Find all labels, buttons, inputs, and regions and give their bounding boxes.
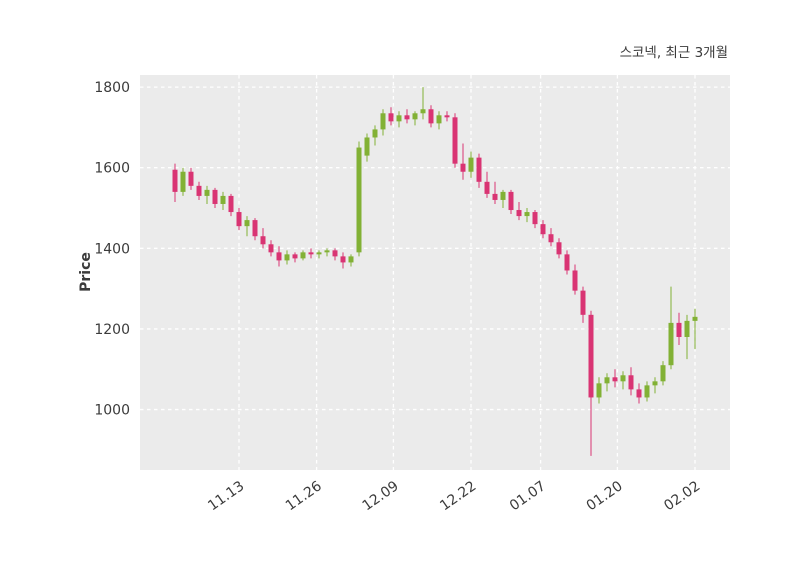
candle-body	[356, 147, 362, 253]
candle-body	[468, 157, 474, 172]
candle-body	[508, 191, 514, 211]
candle-body	[340, 256, 346, 263]
candle-body	[652, 381, 658, 386]
candle-body	[228, 195, 234, 213]
candle-body	[396, 115, 402, 122]
candle-body	[180, 171, 186, 192]
candle-body	[204, 189, 210, 196]
candle-body	[668, 322, 674, 366]
candle-body	[372, 129, 378, 138]
candle-body	[612, 377, 618, 382]
candle-body	[268, 244, 274, 253]
candle-body	[532, 212, 538, 225]
candle-body	[420, 109, 426, 114]
x-axis-ticks: 11.13 11.26 12.09 12.22 01.07 01.20 02.02	[205, 478, 703, 514]
candle-body	[348, 256, 354, 263]
candle-body	[196, 185, 202, 196]
candle-body	[388, 113, 394, 122]
candle-body	[540, 224, 546, 235]
candle-body	[604, 377, 610, 384]
candle-body	[244, 220, 250, 227]
candle-body	[380, 113, 386, 130]
candle-body	[404, 115, 410, 120]
candle-body	[220, 195, 226, 204]
y-tick-label: 1200	[94, 322, 130, 338]
x-tick-label: 11.13	[205, 478, 247, 514]
plot-area	[140, 75, 730, 470]
candle-body	[580, 290, 586, 315]
x-tick-label: 12.22	[437, 478, 479, 514]
x-tick-label: 01.20	[584, 478, 626, 514]
x-tick-label: 12.09	[360, 478, 402, 514]
candle-body	[564, 254, 570, 271]
candle-body	[644, 385, 650, 398]
candle-body	[252, 220, 258, 237]
candle-body	[492, 193, 498, 200]
y-axis-label: Price	[78, 252, 94, 292]
candle-body	[588, 314, 594, 398]
candle-body	[500, 191, 506, 200]
candle-body	[236, 212, 242, 227]
candle-body	[300, 252, 306, 259]
candle-body	[428, 109, 434, 124]
x-tick-label: 01.07	[507, 478, 549, 514]
candle-body	[292, 254, 298, 259]
candle-body	[444, 115, 450, 118]
candle-body	[188, 171, 194, 186]
y-axis-ticks: 1000 1200 1400 1600 1800	[94, 80, 130, 418]
candle-body	[316, 252, 322, 255]
candle-body	[548, 234, 554, 243]
candle-body	[276, 252, 282, 261]
candle-body	[628, 375, 634, 390]
candles-group	[172, 87, 698, 456]
candle-body	[596, 383, 602, 398]
chart-title: 스코넥, 최근 3개월	[620, 45, 728, 61]
candle-body	[332, 250, 338, 257]
candle-body	[452, 117, 458, 164]
gridlines	[140, 75, 730, 470]
candle-body	[212, 189, 218, 204]
candle-body	[572, 270, 578, 291]
candle-body	[684, 320, 690, 337]
x-tick-label: 11.26	[283, 478, 325, 514]
candle-body	[676, 322, 682, 337]
y-tick-label: 1800	[94, 80, 130, 96]
candle-body	[412, 113, 418, 120]
candle-body	[620, 375, 626, 382]
candle-body	[324, 250, 330, 253]
candle-body	[484, 181, 490, 194]
candle-body	[516, 210, 522, 217]
candle-body	[692, 316, 698, 321]
candle-body	[308, 252, 314, 255]
candle-body	[460, 163, 466, 172]
candle-body	[636, 389, 642, 398]
candle-body	[524, 212, 530, 217]
candle-body	[660, 365, 666, 382]
candle-body	[556, 242, 562, 255]
x-tick-label: 02.02	[661, 478, 703, 514]
y-tick-label: 1400	[94, 241, 130, 257]
candle-body	[284, 254, 290, 261]
candle-body	[476, 157, 482, 182]
candle-body	[260, 236, 266, 245]
y-tick-label: 1600	[94, 161, 130, 177]
y-tick-label: 1000	[94, 403, 130, 419]
candle-body	[172, 169, 178, 192]
candle-body	[364, 137, 370, 156]
candle-body	[436, 115, 442, 124]
